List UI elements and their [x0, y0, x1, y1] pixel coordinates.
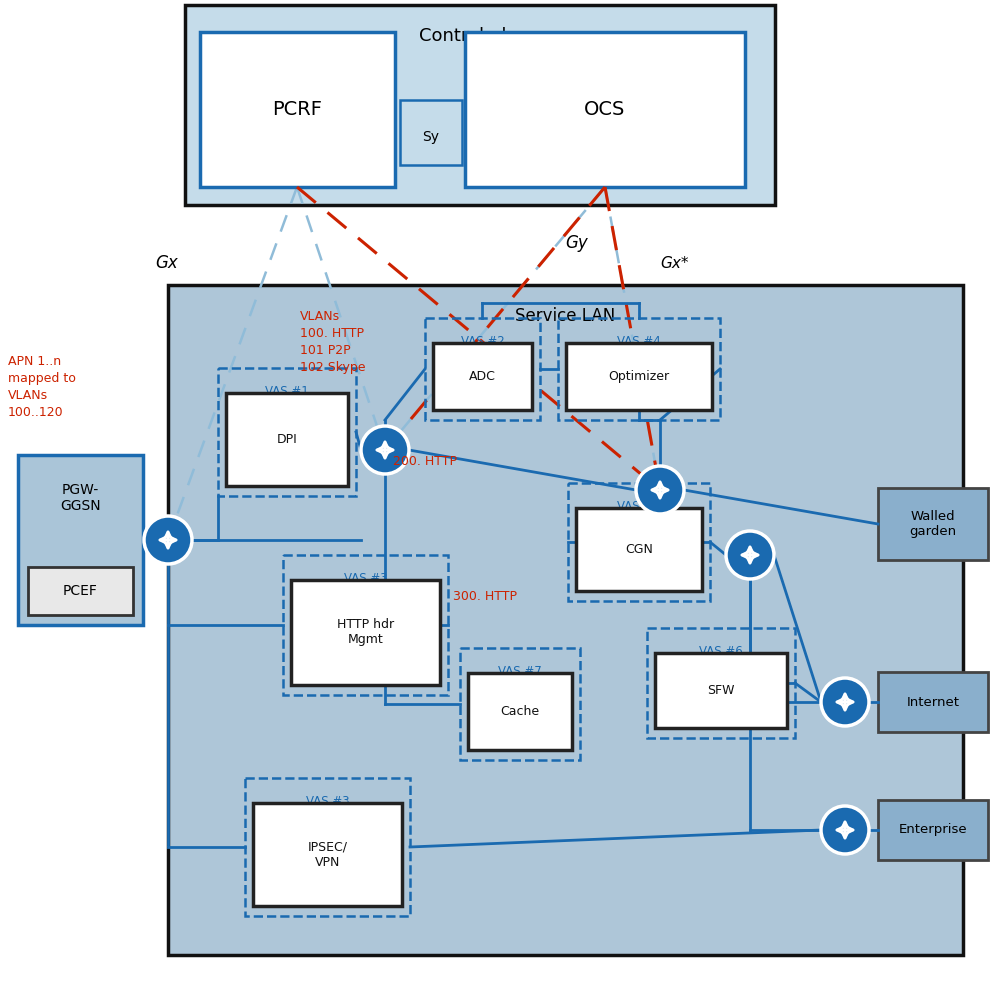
Bar [400, 100, 462, 165]
Bar [655, 653, 787, 728]
Text: Enterprise: Enterprise [899, 824, 967, 836]
Text: Control plane: Control plane [419, 27, 541, 45]
Bar [185, 5, 775, 205]
Bar [291, 580, 440, 685]
Circle shape [821, 678, 869, 726]
Bar [558, 318, 720, 420]
Text: PCRF: PCRF [272, 100, 322, 119]
Text: PCEF: PCEF [63, 584, 98, 598]
Bar [568, 483, 710, 601]
Bar [253, 803, 402, 906]
Text: VAS #6: VAS #6 [699, 645, 743, 658]
Text: VAS #1: VAS #1 [265, 385, 309, 398]
Text: Gy: Gy [565, 234, 588, 252]
Text: CGN: CGN [625, 543, 653, 556]
Bar [18, 455, 143, 625]
Bar [218, 368, 356, 496]
Circle shape [144, 516, 192, 564]
Bar [468, 673, 572, 750]
Text: PGW-
GGSN: PGW- GGSN [60, 483, 101, 514]
Text: HTTP hdr
Mgmt: HTTP hdr Mgmt [337, 619, 394, 646]
Text: VAS #4: VAS #4 [617, 335, 661, 348]
Text: Cache: Cache [500, 705, 540, 718]
Text: 200. HTTP: 200. HTTP [393, 455, 457, 468]
Bar [647, 628, 795, 738]
Bar [460, 648, 580, 760]
Bar [425, 318, 540, 420]
Bar [878, 672, 988, 732]
Circle shape [821, 806, 869, 854]
Bar [245, 778, 410, 916]
Text: 300. HTTP: 300. HTTP [453, 590, 517, 603]
Text: SFW: SFW [707, 684, 735, 697]
Text: Gx: Gx [155, 254, 178, 272]
Text: VAS #3: VAS #3 [344, 572, 387, 585]
Text: Optimizer: Optimizer [608, 370, 670, 383]
Circle shape [636, 466, 684, 514]
Bar [226, 393, 348, 486]
Bar [433, 343, 532, 410]
Text: IPSEC/
VPN: IPSEC/ VPN [308, 840, 348, 869]
Text: VAS #5: VAS #5 [617, 500, 661, 513]
Bar [465, 32, 745, 187]
Bar [168, 285, 963, 955]
Text: Gx*: Gx* [660, 256, 688, 271]
Bar [28, 567, 133, 615]
Text: OCS: OCS [584, 100, 626, 119]
Circle shape [726, 531, 774, 579]
Text: APN 1..n
mapped to
VLANs
100..120: APN 1..n mapped to VLANs 100..120 [8, 355, 76, 419]
Text: DPI: DPI [277, 433, 297, 446]
Bar [878, 488, 988, 560]
Bar [283, 555, 448, 695]
Bar [576, 508, 702, 591]
Bar [566, 343, 712, 410]
Bar [200, 32, 395, 187]
Text: VLANs
100. HTTP
101 P2P
102 Skype: VLANs 100. HTTP 101 P2P 102 Skype [300, 310, 366, 374]
Text: Internet: Internet [906, 696, 960, 708]
Text: Walled
garden: Walled garden [909, 510, 957, 538]
Text: VAS #2: VAS #2 [461, 335, 504, 348]
Text: ADC: ADC [469, 370, 496, 383]
Bar [878, 800, 988, 860]
Text: VAS #7: VAS #7 [498, 665, 542, 678]
Text: VAS #3: VAS #3 [306, 795, 349, 808]
Text: Sy: Sy [422, 130, 440, 144]
Circle shape [361, 426, 409, 474]
Text: Service LAN: Service LAN [515, 307, 616, 325]
